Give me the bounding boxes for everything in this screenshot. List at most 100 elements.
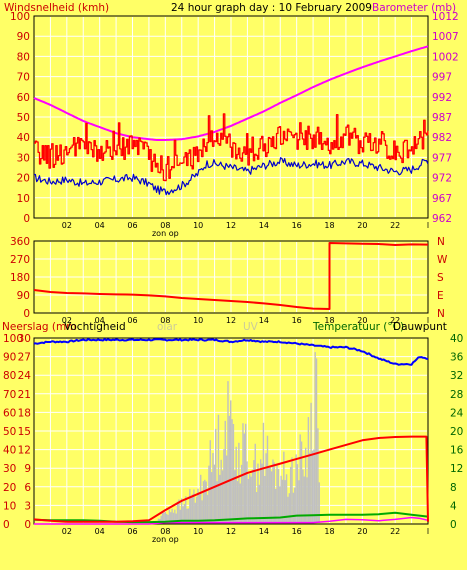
humidity-y-tick-label: 30 [3,463,16,475]
temperature-y-tick-label: 32 [450,370,463,382]
humidity-y-tick-label: 100 [3,333,23,345]
panel1-x-tick-label: 22 [390,221,400,230]
wind-y-tick-label: 90 [17,31,30,43]
humidity-y-tick-label: 20 [3,482,16,494]
panel1-x-tick-label: 12 [226,221,236,230]
barometer-axis-label: Barometer (mb) [372,2,456,14]
temperature-y-tick-label: 16 [450,445,464,457]
humidity-y-tick-label: 50 [3,426,16,438]
temperature-y-tick-label: 4 [450,500,457,512]
wind-y-tick-label: 70 [17,72,30,84]
barometer-y-tick-label: 1002 [432,51,459,63]
wind-direction-line [33,242,429,310]
panel1-x-tick-label: 20 [357,221,367,230]
humidity-y-tick-label: 0 [3,519,10,531]
solar-axis-label: olar [157,321,178,333]
rain-y-tick-label: 9 [24,463,31,475]
panel2-x-tick-label: 08 [160,316,170,325]
compass-label: W [437,254,448,266]
panel3-x-tick-label: 10 [193,527,203,536]
rain-y-tick-label: 6 [24,482,31,494]
humidity-y-tick-label: 60 [3,407,16,419]
rain-y-tick-label: 27 [18,352,31,364]
humidity-y-tick-label: 80 [3,370,16,382]
temperature-y-tick-label: 8 [450,482,457,494]
barometer-line [33,45,429,141]
panel3-x-tick-label: 20 [357,527,367,536]
direction-y-tick-label: 0 [23,308,30,320]
panel1-x-tick-label: 06 [127,221,137,230]
panel3-x-tick-label: l [427,527,429,536]
wind-speed-line [34,113,429,182]
temperature-y-tick-label: 28 [450,389,463,401]
barometer-y-tick-label: 987 [432,112,452,124]
barometer-y-tick-label: 992 [432,92,452,104]
compass-label: N [437,236,445,248]
barometer-y-tick-label: 1007 [432,31,459,43]
panel3-x-tick-label: 16 [292,527,302,536]
humidity-y-tick-label: 40 [3,445,16,457]
barometer-y-tick-label: 1012 [432,11,459,23]
panel1-x-tick-label: 08 [160,221,170,230]
panel3-x-tick-label: 02 [62,527,72,536]
panel2-x-tick-label: 02 [62,316,72,325]
humidity-line [33,338,429,366]
panel1-x-tick-label: l [427,221,429,230]
wind-gust-line [34,157,429,196]
wind-y-tick-label: 100 [10,11,30,23]
panel3-x-tick-label: 06 [127,527,137,536]
temperature-y-tick-label: 24 [450,407,464,419]
rain-y-tick-label: 3 [24,500,31,512]
compass-label: S [437,272,444,284]
panel2-x-tick-label: 12 [226,316,236,325]
temperature-y-tick-label: 20 [450,426,463,438]
rain-y-tick-label: 18 [18,407,31,419]
panel3-x-tick-label: 18 [324,527,334,536]
solar-line [34,516,429,525]
temperature-y-tick-label: 36 [450,352,464,364]
temperature-line [33,435,429,523]
panel1-sunrise-label: zon op [152,229,179,238]
wind-y-tick-label: 20 [17,173,30,185]
wind-y-tick-label: 10 [17,193,30,205]
uv-axis-label: UV [243,321,259,333]
panel2-x-tick-label: 18 [324,316,334,325]
wind-y-tick-label: 60 [17,92,30,104]
humidity-y-tick-label: 90 [3,352,16,364]
wind-axis-label: Windsnelheid (kmh) [4,2,109,14]
panel2-x-tick-label: l [427,316,429,325]
humidity-y-tick-label: 70 [3,389,16,401]
panel1-x-tick-label: 10 [193,221,203,230]
chart-title: 24 hour graph day : 10 February 2009 [171,2,372,14]
humidity-axis-label: Vochtigheid [64,321,126,333]
direction-y-tick-label: 180 [10,272,30,284]
wind-y-tick-label: 80 [17,51,30,63]
panel2-x-tick-label: 20 [357,316,367,325]
panel3-x-tick-label: 04 [95,527,105,536]
panel3-x-tick-label: 12 [226,527,236,536]
panel2-x-tick-label: 06 [127,316,137,325]
compass-label: E [437,290,444,302]
rain-y-tick-label: 12 [18,445,31,457]
rain-y-tick-label: 24 [18,370,32,382]
panel3-sunrise-label: zon op [152,535,179,544]
direction-y-tick-label: 90 [17,290,30,302]
temperature-y-tick-label: 40 [450,333,463,345]
panel3-x-tick-label: 22 [390,527,400,536]
panel1-x-tick-label: 16 [292,221,302,230]
rain-axis-label: Neerslag (mm [2,321,76,333]
wind-y-tick-label: 50 [17,112,30,124]
humidity-y-tick-label: 10 [3,500,16,512]
barometer-y-tick-label: 997 [432,72,452,84]
barometer-y-tick-label: 977 [432,152,452,164]
barometer-y-tick-label: 982 [432,132,452,144]
panel2-x-tick-label: 22 [390,316,400,325]
barometer-y-tick-label: 967 [432,193,452,205]
rain-y-tick-label: 30 [18,333,31,345]
panel1-x-tick-label: 04 [95,221,105,230]
wind-y-tick-label: 0 [23,213,30,225]
